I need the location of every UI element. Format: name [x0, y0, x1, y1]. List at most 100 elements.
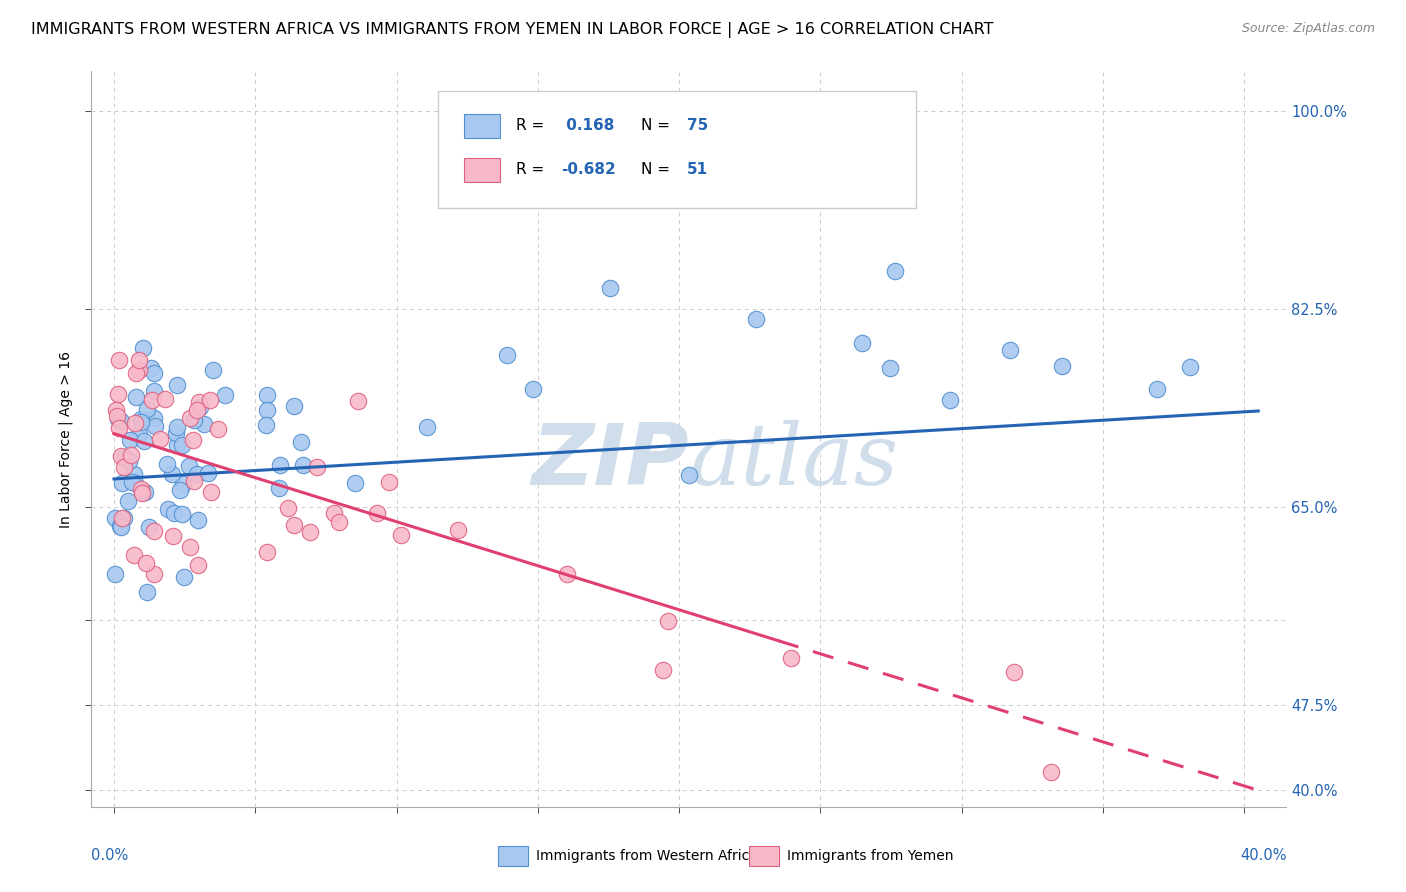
Point: [187, 512, 209, 526]
Point: [183, 433, 205, 447]
Point: [117, 494, 139, 508]
Text: atlas: atlas: [689, 420, 898, 503]
Point: [149, 432, 172, 446]
Point: [177, 458, 200, 473]
Point: [193, 417, 215, 431]
Point: [183, 474, 205, 488]
Point: [200, 484, 222, 499]
Point: [125, 366, 148, 380]
Point: [156, 502, 179, 516]
Point: [172, 438, 194, 452]
Point: [277, 500, 299, 515]
Point: [283, 400, 305, 414]
Text: N =: N =: [641, 161, 675, 177]
Point: [254, 417, 277, 432]
Point: [141, 392, 163, 407]
Point: [114, 450, 136, 465]
FancyBboxPatch shape: [748, 846, 779, 866]
Point: [1002, 665, 1025, 679]
Text: -0.682: -0.682: [561, 161, 616, 177]
Point: [305, 460, 328, 475]
Point: [136, 585, 159, 599]
Text: 75: 75: [686, 118, 707, 133]
Point: [165, 426, 187, 441]
Point: [173, 570, 195, 584]
Point: [134, 485, 156, 500]
Point: [599, 281, 621, 295]
Point: [128, 426, 150, 441]
Text: IMMIGRANTS FROM WESTERN AFRICA VS IMMIGRANTS FROM YEMEN IN LABOR FORCE | AGE > 1: IMMIGRANTS FROM WESTERN AFRICA VS IMMIGR…: [31, 22, 994, 38]
Text: Immigrants from Yemen: Immigrants from Yemen: [787, 849, 953, 863]
Text: N =: N =: [641, 118, 675, 133]
Point: [155, 457, 177, 471]
Point: [779, 651, 801, 665]
Point: [657, 614, 679, 628]
Point: [110, 476, 132, 491]
Point: [166, 420, 188, 434]
Point: [108, 353, 131, 368]
Point: [851, 335, 873, 350]
Point: [105, 409, 128, 423]
Point: [122, 467, 145, 481]
Point: [110, 414, 132, 428]
Point: [998, 343, 1021, 358]
Point: [269, 458, 291, 473]
Point: [118, 434, 141, 448]
Point: [256, 388, 278, 402]
Point: [938, 392, 960, 407]
Point: [112, 459, 135, 474]
Point: [110, 511, 132, 525]
Point: [104, 567, 127, 582]
Point: [138, 520, 160, 534]
Point: [186, 467, 208, 481]
Point: [131, 415, 153, 429]
Point: [112, 510, 135, 524]
Point: [120, 448, 142, 462]
Point: [162, 528, 184, 542]
Point: [166, 437, 188, 451]
Text: Source: ZipAtlas.com: Source: ZipAtlas.com: [1241, 22, 1375, 36]
Point: [122, 549, 145, 563]
Text: 40.0%: 40.0%: [1240, 847, 1286, 863]
Point: [124, 416, 146, 430]
Point: [128, 363, 150, 377]
FancyBboxPatch shape: [464, 158, 501, 183]
Point: [105, 403, 128, 417]
Point: [169, 483, 191, 497]
Point: [202, 362, 225, 376]
FancyBboxPatch shape: [498, 846, 527, 866]
Point: [143, 366, 166, 380]
Point: [416, 420, 439, 434]
Point: [447, 523, 470, 537]
Point: [163, 506, 186, 520]
Point: [197, 466, 219, 480]
Text: 0.168: 0.168: [561, 118, 614, 133]
Text: Immigrants from Western Africa: Immigrants from Western Africa: [536, 849, 758, 863]
Point: [135, 556, 157, 570]
Point: [142, 411, 165, 425]
Point: [107, 386, 129, 401]
Point: [131, 485, 153, 500]
Point: [256, 545, 278, 559]
Point: [110, 520, 132, 534]
Point: [187, 394, 209, 409]
Text: R =: R =: [516, 118, 548, 133]
Point: [179, 541, 201, 555]
Point: [110, 449, 132, 463]
Point: [160, 467, 183, 481]
Point: [186, 403, 208, 417]
Point: [207, 422, 229, 436]
Point: [139, 361, 162, 376]
Point: [132, 342, 155, 356]
Point: [188, 401, 211, 415]
Point: [179, 410, 201, 425]
Point: [166, 378, 188, 392]
Point: [652, 663, 675, 677]
Point: [292, 458, 315, 472]
FancyBboxPatch shape: [464, 114, 501, 138]
Point: [1146, 382, 1168, 396]
Point: [142, 384, 165, 398]
Y-axis label: In Labor Force | Age > 16: In Labor Force | Age > 16: [58, 351, 73, 528]
Text: 51: 51: [686, 161, 707, 177]
Point: [136, 401, 159, 416]
